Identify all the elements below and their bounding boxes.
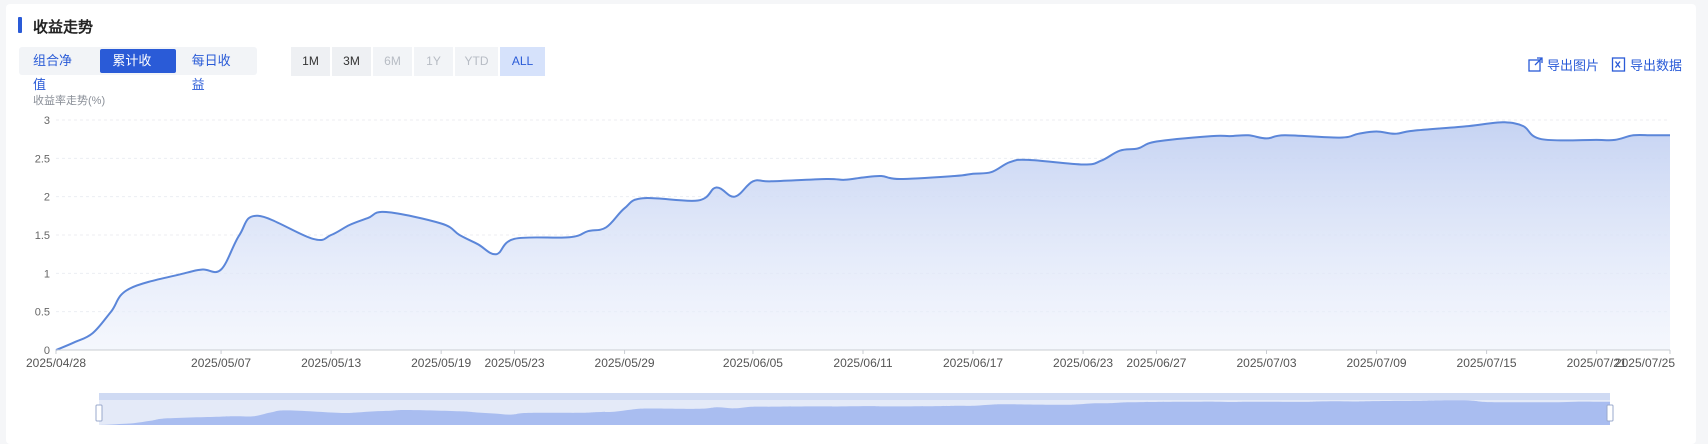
view-tabs: 组合净值 累计收益 每日收益: [19, 47, 257, 92]
range-selector: 1M 3M 6M 1Y YTD ALL: [291, 47, 545, 78]
y-axis-ticks: 0 0.5 1 1.5 2 2.5 3: [35, 115, 50, 357]
range-ytd[interactable]: YTD: [455, 47, 498, 76]
external-link-icon: [1528, 57, 1543, 72]
x-tick-label: 2025/05/23: [484, 356, 544, 370]
x-tick-label: 2025/06/27: [1126, 356, 1186, 370]
series-line: [55, 121, 1670, 351]
x-tick-label: 2025/06/23: [1053, 356, 1113, 370]
slider-mini-area: [99, 400, 1610, 425]
x-tick-label: 2025/07/25: [1615, 356, 1675, 370]
x-tick-label: 2025/06/11: [833, 356, 892, 370]
x-tick-label: 2025/05/29: [595, 356, 655, 370]
y-tick-label: 1: [44, 268, 50, 280]
slider-top-bar: [99, 393, 1610, 400]
excel-icon: [1611, 57, 1626, 72]
x-tick-label: 2025/07/03: [1236, 356, 1296, 370]
x-axis-ticks: 2025/04/28 2025/05/07 2025/05/13 2025/05/19…: [26, 350, 1675, 370]
y-tick-label: 1.5: [35, 230, 50, 242]
range-6m[interactable]: 6M: [373, 47, 412, 76]
x-tick-label: 2025/05/07: [191, 356, 251, 370]
x-tick-label: 2025/06/05: [723, 356, 783, 370]
x-tick-label: 2025/05/13: [301, 356, 361, 370]
range-all[interactable]: ALL: [500, 47, 545, 76]
export-image-label: 导出图片: [1547, 58, 1600, 73]
y-tick-label: 0.5: [35, 307, 50, 319]
x-tick-label: 2025/07/21: [1567, 356, 1627, 370]
tab-net-value[interactable]: 组合净值: [33, 53, 73, 92]
series-area: [56, 122, 1670, 350]
y-tick-label: 2.5: [35, 153, 50, 165]
export-image-button[interactable]: 导出图片: [1528, 55, 1599, 74]
y-tick-label: 0: [44, 345, 50, 357]
y-axis-title: 收益率走势(%): [33, 95, 106, 107]
slider-right-handle[interactable]: [1606, 404, 1614, 422]
panel-title: 收益走势: [33, 19, 94, 36]
title-accent-bar: [18, 17, 22, 33]
zoom-slider[interactable]: [95, 393, 1614, 425]
x-tick-label: 2025/04/28: [26, 356, 86, 370]
tab-cumulative-return[interactable]: 累计收益: [100, 49, 176, 92]
range-1m[interactable]: 1M: [291, 47, 330, 76]
tab-daily-return[interactable]: 每日收益: [191, 53, 231, 92]
y-tick-label: 3: [44, 115, 50, 127]
export-data-label: 导出数据: [1630, 58, 1683, 73]
x-tick-label: 2025/07/09: [1347, 356, 1407, 370]
x-tick-label: 2025/07/15: [1457, 356, 1517, 370]
slider-left-handle[interactable]: [95, 404, 103, 422]
export-data-button[interactable]: 导出数据: [1611, 55, 1682, 74]
x-tick-label: 2025/06/17: [943, 356, 1003, 370]
y-tick-label: 2: [44, 192, 50, 204]
x-tick-label: 2025/05/19: [411, 356, 471, 370]
range-1y[interactable]: 1Y: [414, 47, 453, 76]
range-3m[interactable]: 3M: [332, 47, 371, 76]
